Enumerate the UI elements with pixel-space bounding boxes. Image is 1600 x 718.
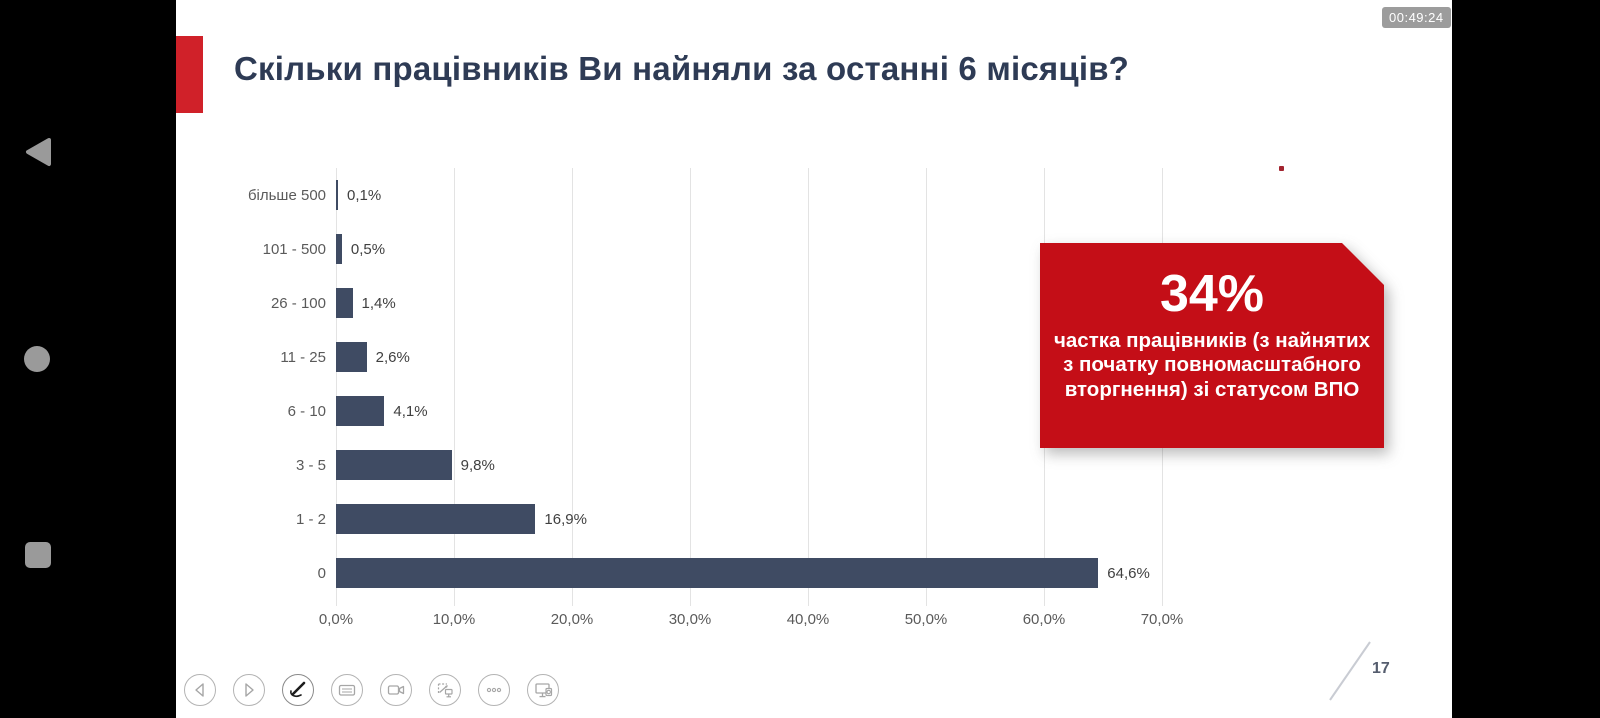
camera-button[interactable] [380,674,412,706]
bar-value-label: 2,6% [375,348,410,366]
bar-row: 26 - 100 1,4% [176,276,1236,330]
android-home-icon[interactable] [24,346,50,372]
bar-row: 6 - 10 4,1% [176,384,1236,438]
bar [336,558,1099,588]
bar [336,396,385,426]
presenter-toolbar [184,674,559,706]
next-slide-button[interactable] [233,674,265,706]
bar-value-label: 0,1% [347,186,382,204]
bar-value-label: 9,8% [460,456,495,474]
bar-row: 11 - 25 2,6% [176,330,1236,384]
category-label: більше 500 [247,186,326,204]
more-options-button[interactable] [478,674,510,706]
bar-row: 1 - 2 16,9% [176,492,1236,546]
bar-row: 3 - 5 9,8% [176,438,1236,492]
cast-screen-icon [533,680,554,701]
x-axis-tick-label: 10,0% [432,611,476,628]
bar-value-label: 0,5% [350,240,386,258]
arrow-right-icon [240,681,258,699]
category-label: 11 - 25 [280,348,326,366]
category-label: 101 - 500 [262,240,326,258]
bar-value-label: 4,1% [393,402,428,420]
present-pointer-button[interactable] [429,674,461,706]
slide-page-number: 17 [1372,660,1390,677]
slide-slash-decoration [1329,641,1371,701]
slide-accent-bar [176,36,203,113]
slide-title: Скільки працівників Ви найняли за останн… [234,50,1130,87]
meeting-timer: 00:49:24 [1382,7,1451,28]
present-pointer-icon [435,680,455,700]
category-label: 6 - 10 [287,402,326,420]
category-label: 3 - 5 [295,456,326,474]
gridline [808,168,809,606]
callout-body: частка працівників (з найнятих з початку… [1053,328,1371,401]
gridline [454,168,455,606]
arrow-left-icon [191,681,209,699]
x-axis-tick-label: 0,0% [318,611,354,628]
bar-row: 0 64,6% [176,546,1236,600]
android-back-icon[interactable] [23,137,53,167]
bar-row: більше 500 0,1% [176,168,1236,222]
laser-pointer-dot [1279,166,1284,171]
keyboard-icon [337,680,357,700]
gridline [572,168,573,606]
x-axis-tick-label: 50,0% [904,611,948,628]
pen-tool-button[interactable] [282,674,314,706]
x-axis-tick-label: 60,0% [1022,611,1066,628]
bar [336,180,338,210]
bar [336,504,536,534]
callout-headline: 34% [1159,265,1265,323]
bar [336,288,353,318]
x-axis-tick-label: 70,0% [1140,611,1184,628]
callout-box: 34% частка працівників (з найнятих з поч… [1040,243,1384,448]
x-axis-tick-label: 40,0% [786,611,830,628]
bar [336,450,452,480]
cast-to-screen-button[interactable] [527,674,559,706]
bar-value-label: 16,9% [544,510,587,528]
android-recents-icon[interactable] [25,542,51,568]
x-axis-tick-label: 20,0% [550,611,594,628]
gridline [336,168,337,606]
category-label: 0 [317,564,326,582]
bar-value-label: 1,4% [361,294,396,312]
bar-value-label: 64,6% [1107,564,1150,582]
camera-icon [386,680,406,700]
more-dots-icon [484,680,504,700]
category-label: 1 - 2 [295,510,326,528]
category-label: 26 - 100 [270,294,326,312]
bar-chart: 0,0% 10,0% 20,0% 30,0% 40,0% 50,0% 60,0% 70,0% б… [176,168,1236,648]
bar-row: 101 - 500 0,5% [176,222,1236,276]
gridline [926,168,927,606]
bar [336,234,342,264]
x-axis-tick-label: 30,0% [668,611,712,628]
screen-share-area: 00:49:24 Скільки працівників Ви найняли … [176,0,1452,718]
gridline [690,168,691,606]
pen-icon [288,680,308,700]
previous-slide-button[interactable] [184,674,216,706]
bar [336,342,367,372]
keyboard-button[interactable] [331,674,363,706]
